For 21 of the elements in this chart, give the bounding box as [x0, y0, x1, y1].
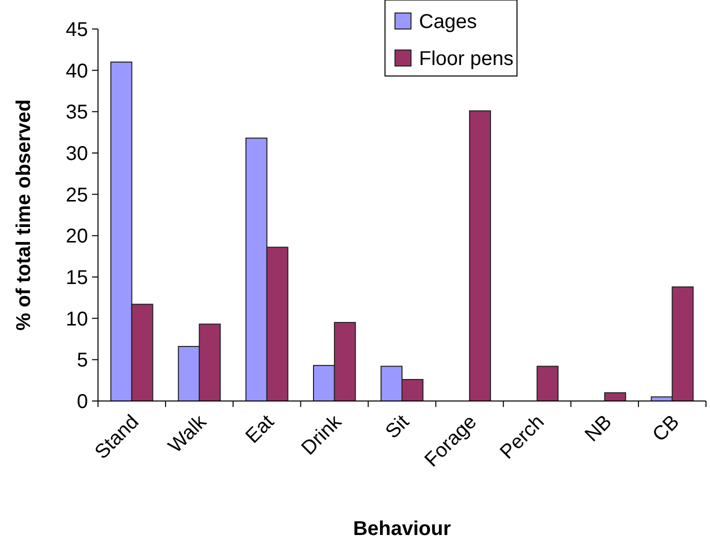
- y-tick-label: 0: [76, 391, 88, 413]
- legend-label: Floor pens: [419, 48, 514, 70]
- bar: [469, 110, 491, 402]
- bar: [536, 366, 559, 402]
- y-tick-label: 40: [66, 60, 88, 82]
- y-tick-label: 10: [66, 308, 88, 330]
- y-axis-title: % of total time observed: [13, 99, 35, 331]
- y-tick-label: 45: [66, 19, 88, 41]
- y-tick-label: 20: [66, 226, 88, 248]
- y-tick-label: 25: [66, 184, 88, 206]
- x-axis-title: Behaviour: [353, 518, 452, 540]
- x-tick-label: Eat: [242, 410, 279, 448]
- y-tick-label: 35: [66, 102, 88, 124]
- y-tick-label: 5: [76, 350, 88, 372]
- x-tick-label: Sit: [381, 410, 414, 444]
- y-tick-label: 30: [66, 143, 88, 165]
- bar: [604, 392, 626, 402]
- x-tick-label: CB: [648, 410, 684, 446]
- x-tick-label: NB: [580, 410, 616, 446]
- y-tick-label: 15: [66, 267, 88, 289]
- legend-label: Cages: [419, 11, 477, 33]
